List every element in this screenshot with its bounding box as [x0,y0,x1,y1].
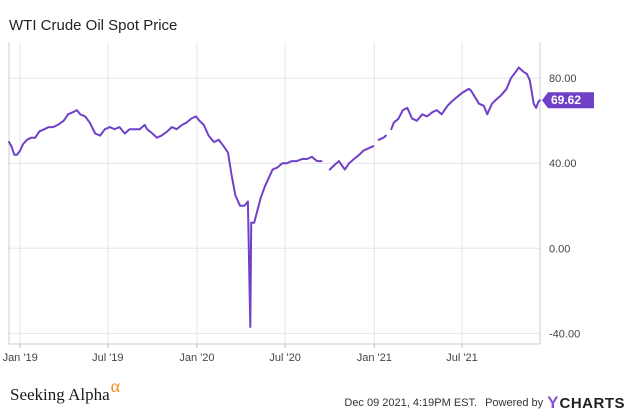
axes [8,42,541,348]
y-tick-label: -40.00 [549,328,580,340]
timestamp: Dec 09 2021, 4:19PM EST. [344,397,478,409]
alpha-icon: α [110,376,121,396]
powered-by-text: Powered by [485,397,544,409]
brand-name: Seeking Alpha [10,385,110,404]
seeking-alpha-logo: Seeking Alphaα [10,376,120,405]
last-value-badge-shape [542,92,594,109]
series-line [8,109,323,328]
ycharts-y-icon: Y [547,393,559,412]
last-value-badge: 69.62 [542,92,594,109]
series-line [390,66,541,131]
gridlines [9,42,540,344]
ycharts-wordmark: CHARTS [559,394,625,412]
chart-footer: Dec 09 2021, 4:19PM EST. Powered by Y CHA… [344,393,625,413]
x-tick-label: Jan '20 [179,352,214,364]
y-tick-label: 0.00 [549,243,570,255]
x-tick-label: Jan '21 [357,352,392,364]
y-tick-label: 40.00 [549,158,577,170]
series-line [328,145,375,171]
x-tick-label: Jul '19 [92,352,123,364]
chart-title: WTI Crude Oil Spot Price [9,17,178,34]
ycharts-logo: Y CHARTS [547,393,625,413]
x-tick-label: Jul '21 [446,352,477,364]
series-lines [8,66,541,328]
y-tick-label: 80.00 [549,73,577,85]
last-value-label: 69.62 [551,93,581,107]
x-tick-label: Jan '19 [3,352,38,364]
tick-labels: 80.00 40.00 0.00 -40.00 Jan '19 Jul '19 Jan '2… [3,73,581,364]
x-tick-label: Jul '20 [269,352,300,364]
series-line [377,134,387,141]
